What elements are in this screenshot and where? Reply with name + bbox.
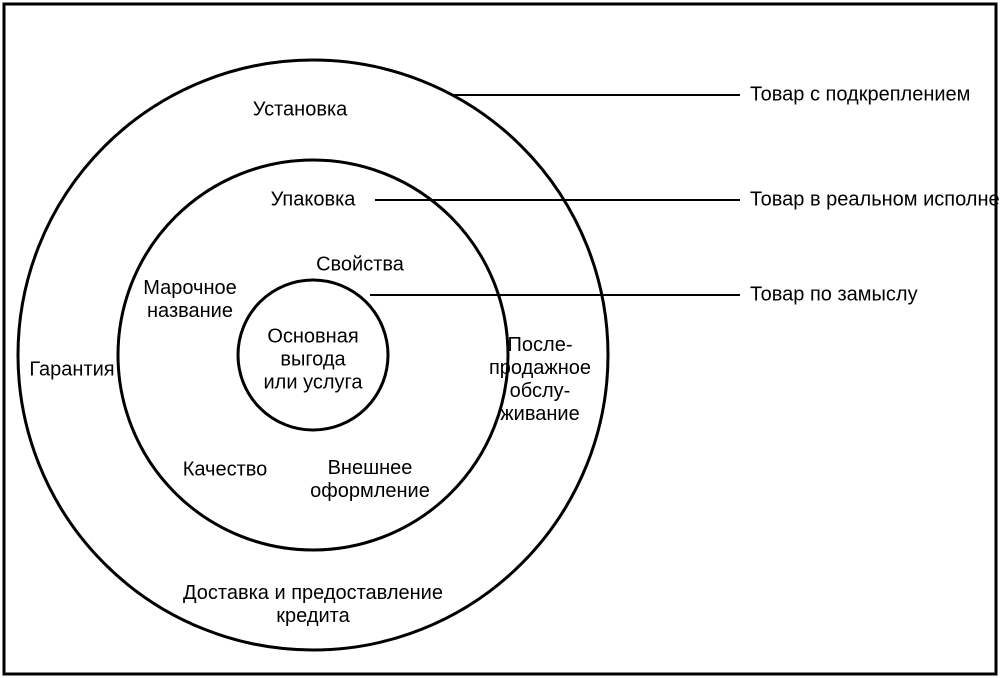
legend-label-1: Товар в реальном исполнении bbox=[750, 189, 1000, 212]
middle-label-1: Свойства bbox=[316, 254, 404, 277]
core-label: Основная выгода или услуга bbox=[264, 326, 363, 395]
legend-label-2: Товар по замыслу bbox=[750, 284, 918, 307]
middle-label-3: Качество bbox=[183, 459, 268, 482]
outer-label-2: После- продажное обслу- живание bbox=[489, 334, 591, 426]
legend-label-0: Товар с подкреплением bbox=[750, 84, 970, 107]
outer-label-3: Доставка и предоставление кредита bbox=[183, 582, 443, 628]
middle-label-4: Внешнее оформление bbox=[310, 457, 430, 503]
diagram-canvas: Основная выгода или услуга Упаковка Свойст… bbox=[0, 0, 1000, 678]
outer-label-1: Гарантия bbox=[29, 359, 114, 382]
middle-label-0: Упаковка bbox=[271, 189, 356, 212]
outer-label-0: Установка bbox=[253, 99, 348, 122]
middle-label-2: Марочное название bbox=[143, 277, 237, 323]
